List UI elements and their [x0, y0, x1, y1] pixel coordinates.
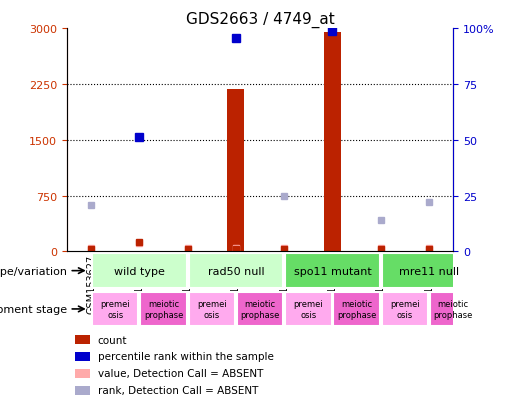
FancyBboxPatch shape: [430, 292, 476, 326]
Text: wild type: wild type: [114, 266, 165, 276]
FancyBboxPatch shape: [237, 292, 283, 326]
Text: percentile rank within the sample: percentile rank within the sample: [98, 351, 274, 361]
Text: rad50 null: rad50 null: [208, 266, 264, 276]
Text: count: count: [98, 335, 127, 345]
FancyBboxPatch shape: [285, 254, 380, 288]
Text: meiotic
prophase: meiotic prophase: [337, 299, 376, 319]
Bar: [75, 369, 90, 378]
Bar: [75, 386, 90, 395]
FancyBboxPatch shape: [188, 254, 283, 288]
Bar: [324, 33, 341, 252]
Text: premei
osis: premei osis: [294, 299, 323, 319]
Bar: [75, 352, 90, 361]
Text: premei
osis: premei osis: [390, 299, 420, 319]
Bar: [75, 335, 90, 344]
Text: meiotic
prophase: meiotic prophase: [434, 299, 473, 319]
Text: spo11 mutant: spo11 mutant: [294, 266, 371, 276]
Text: development stage: development stage: [0, 304, 67, 314]
Text: rank, Detection Call = ABSENT: rank, Detection Call = ABSENT: [98, 385, 258, 395]
FancyBboxPatch shape: [334, 292, 380, 326]
FancyBboxPatch shape: [92, 292, 139, 326]
FancyBboxPatch shape: [382, 292, 428, 326]
FancyBboxPatch shape: [188, 292, 235, 326]
FancyBboxPatch shape: [92, 254, 186, 288]
Text: premei
osis: premei osis: [197, 299, 227, 319]
Text: value, Detection Call = ABSENT: value, Detection Call = ABSENT: [98, 368, 263, 378]
FancyBboxPatch shape: [382, 254, 476, 288]
FancyBboxPatch shape: [140, 292, 186, 326]
Text: meiotic
prophase: meiotic prophase: [144, 299, 183, 319]
Bar: [228, 90, 245, 252]
Title: GDS2663 / 4749_at: GDS2663 / 4749_at: [186, 12, 334, 28]
Text: genotype/variation: genotype/variation: [0, 266, 67, 276]
Text: mre11 null: mre11 null: [399, 266, 459, 276]
FancyBboxPatch shape: [285, 292, 332, 326]
Text: premei
osis: premei osis: [100, 299, 130, 319]
Text: meiotic
prophase: meiotic prophase: [241, 299, 280, 319]
